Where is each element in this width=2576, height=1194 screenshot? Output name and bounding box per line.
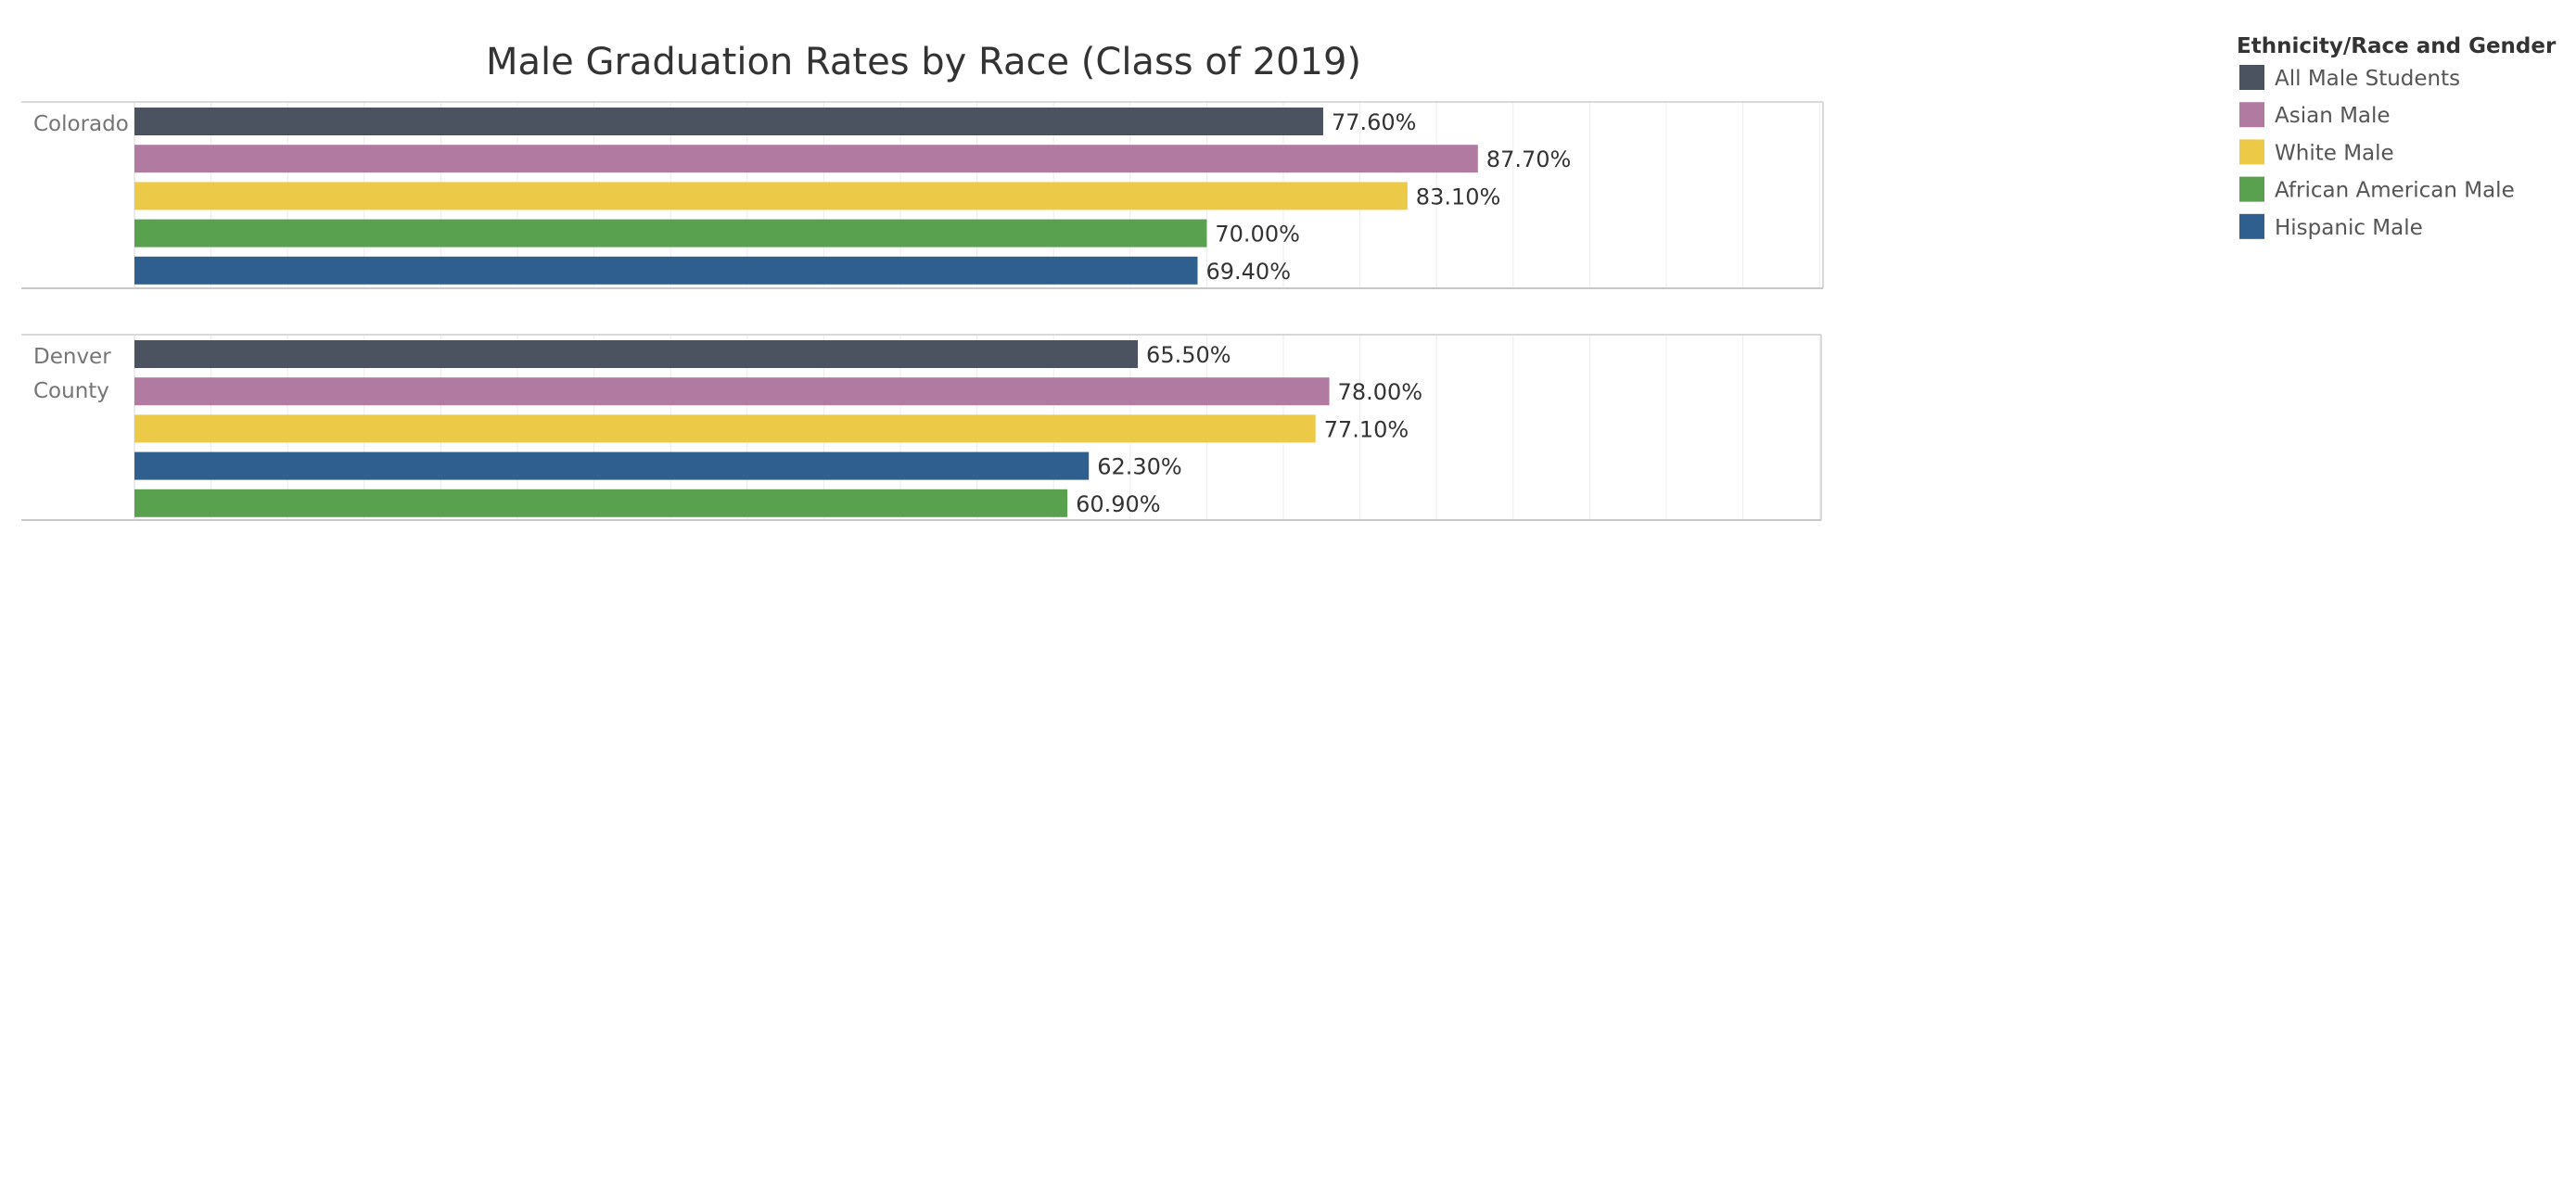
row-label: Denver County bbox=[33, 345, 111, 403]
legend-label: African American Male bbox=[2275, 179, 2515, 203]
row-label-line: County bbox=[33, 379, 109, 403]
bar-value-label: 77.60% bbox=[1332, 109, 1417, 135]
row-label-line: Colorado bbox=[33, 112, 129, 136]
bar bbox=[134, 451, 1090, 480]
bar-value-label: 65.50% bbox=[1146, 342, 1231, 368]
row-label-line: Denver bbox=[33, 345, 111, 369]
bar bbox=[134, 489, 1068, 517]
legend-label: White Male bbox=[2275, 141, 2394, 165]
bar bbox=[134, 219, 1207, 248]
bar-value-label: 77.10% bbox=[1324, 416, 1409, 442]
legend-swatch bbox=[2239, 176, 2264, 202]
legend-swatch bbox=[2239, 213, 2264, 239]
bar-value-label: 78.00% bbox=[1338, 379, 1423, 405]
bar bbox=[134, 340, 1139, 368]
legend-label: All Male Students bbox=[2275, 67, 2460, 91]
bar-value-label: 62.30% bbox=[1097, 454, 1182, 480]
legend-swatch bbox=[2239, 102, 2264, 128]
bar-value-label: 87.70% bbox=[1486, 146, 1572, 172]
chart-title: Male Graduation Rates by Race (Class of … bbox=[486, 41, 1361, 83]
bar bbox=[134, 182, 1408, 210]
bar bbox=[134, 377, 1330, 406]
legend-title: Ethnicity/Race and Gender bbox=[2237, 34, 2557, 58]
row-label: Colorado bbox=[33, 112, 129, 136]
panel-1: Colorado 77.60% 87.70% 83.10% 70.00% 69.40% bbox=[21, 101, 1824, 289]
bar-value-label: 70.00% bbox=[1215, 222, 1300, 248]
bar bbox=[134, 108, 1323, 135]
bar bbox=[134, 256, 1198, 285]
panels-layer: Colorado 77.60% 87.70% 83.10% 70.00% 69.40% De… bbox=[21, 101, 1824, 521]
bar-value-label: 69.40% bbox=[1205, 259, 1291, 285]
legend-swatch bbox=[2239, 139, 2264, 165]
legend-label: Hispanic Male bbox=[2275, 216, 2423, 240]
legend-swatch bbox=[2239, 65, 2264, 90]
legend: Ethnicity/Race and Gender All Male Stude… bbox=[2237, 34, 2557, 240]
bar bbox=[134, 145, 1478, 173]
bar bbox=[134, 414, 1316, 443]
bar-value-label: 60.90% bbox=[1076, 491, 1161, 517]
legend-label: Asian Male bbox=[2275, 104, 2391, 128]
panel-2: Denver County 65.50% 78.00% 77.10% 62.30% 60.9… bbox=[21, 334, 1822, 521]
bar-value-label: 83.10% bbox=[1416, 184, 1501, 210]
